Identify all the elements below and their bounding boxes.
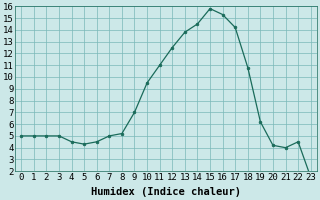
- X-axis label: Humidex (Indice chaleur): Humidex (Indice chaleur): [91, 187, 241, 197]
